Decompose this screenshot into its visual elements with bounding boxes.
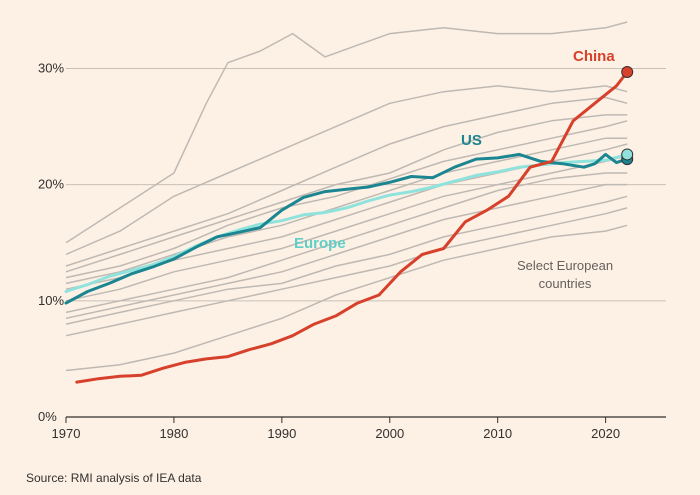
series-line-country-l: [65, 207, 628, 337]
series-line-country-b: [65, 85, 628, 256]
series-line-country-j: [65, 183, 628, 320]
x-tick-label: 2000: [375, 426, 404, 441]
end-markers: [621, 65, 634, 166]
source-note: Source: RMI analysis of IEA data: [26, 471, 202, 485]
series-line-country-c: [65, 96, 628, 267]
label-countries-line2: countries: [539, 276, 592, 291]
y-tick-label: 0%: [38, 409, 57, 424]
y-tick-label: 10%: [38, 293, 64, 308]
series-line-country-e: [65, 120, 628, 279]
x-tick-label: 1970: [52, 426, 81, 441]
label-us: US: [461, 132, 482, 149]
label-china: China: [573, 48, 615, 65]
label-europe: Europe: [294, 235, 346, 252]
series-line-country-i: [65, 172, 628, 314]
y-tick-label: 20%: [38, 177, 64, 192]
label-countries-line1: Select European: [517, 258, 613, 273]
end-marker-europe: [621, 148, 634, 161]
x-tick-label: 2010: [483, 426, 512, 441]
series-line-country-k: [65, 195, 628, 325]
country-series-group: [65, 21, 628, 372]
end-marker-china: [621, 65, 634, 78]
x-tick-label: 1980: [159, 426, 188, 441]
x-tick-label: 2020: [591, 426, 620, 441]
highlighted-series-group: [64, 70, 629, 384]
series-line-country-m: [65, 224, 628, 372]
series-line-country-a: [65, 21, 628, 244]
series-line-china: [75, 70, 629, 384]
x-tick-label: 1990: [267, 426, 296, 441]
series-line-country-d: [65, 114, 628, 273]
series-line-country-h: [65, 154, 628, 302]
series-line-country-f: [65, 137, 628, 285]
series-line-us: [64, 152, 629, 305]
y-tick-label: 30%: [38, 60, 64, 75]
axes: 0% 10% 20% 30% 1970 1980 1990 2000 2010 2020: [38, 60, 666, 441]
